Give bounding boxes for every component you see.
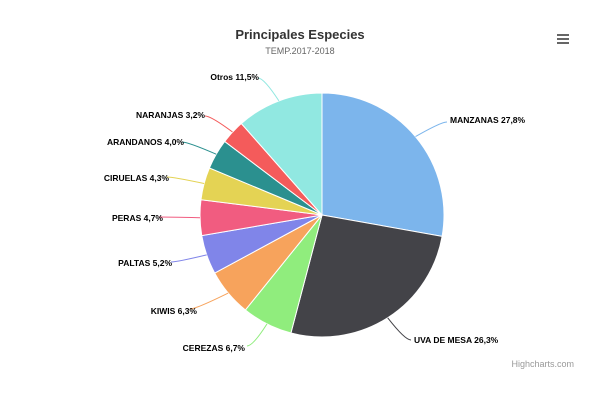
data-label-peras: PERAS 4,7% [112,213,163,223]
connector-line-manzanas [415,121,448,138]
hamburger-menu-icon-bar [557,42,569,44]
hamburger-menu-icon-bar [557,38,569,40]
data-label-naranjas: NARANJAS 3,2% [136,110,205,120]
pie-slice-uva-de-mesa[interactable] [290,214,443,338]
connector-line-kiwis [189,292,229,310]
pie-slice-manzanas[interactable] [321,92,445,237]
chart-subtitle: TEMP.2017-2018 [265,46,335,56]
hamburger-menu-icon [557,34,569,36]
connector-line-uva-de-mesa [387,317,412,341]
connector-line-arandanos [181,141,217,155]
credits-link[interactable]: Highcharts.com [511,359,574,369]
connector-line-cerezas [246,323,268,347]
data-label-arandanos: ARANDANOS 4,0% [107,137,184,147]
context-menu-button[interactable] [555,31,573,47]
data-label-ciruelas: CIRUELAS 4,3% [104,173,170,183]
chart-title: Principales Especies [235,27,365,42]
connector-line-otros [257,77,280,102]
connector-line-ciruelas [166,176,205,184]
data-label-manzanas: MANZANAS 27,8% [450,115,526,125]
connector-line-peras [158,216,201,219]
data-label-paltas: PALTAS 5,2% [118,258,172,268]
connector-line-paltas [170,254,207,263]
connector-line-naranjas [204,115,233,133]
data-label-cerezas: CEREZAS 6,7% [183,343,246,353]
data-label-kiwis: KIWIS 6,3% [151,306,198,316]
data-label-otros: Otros 11,5% [210,72,259,82]
data-label-uva-de-mesa: UVA DE MESA 26,3% [414,335,499,345]
